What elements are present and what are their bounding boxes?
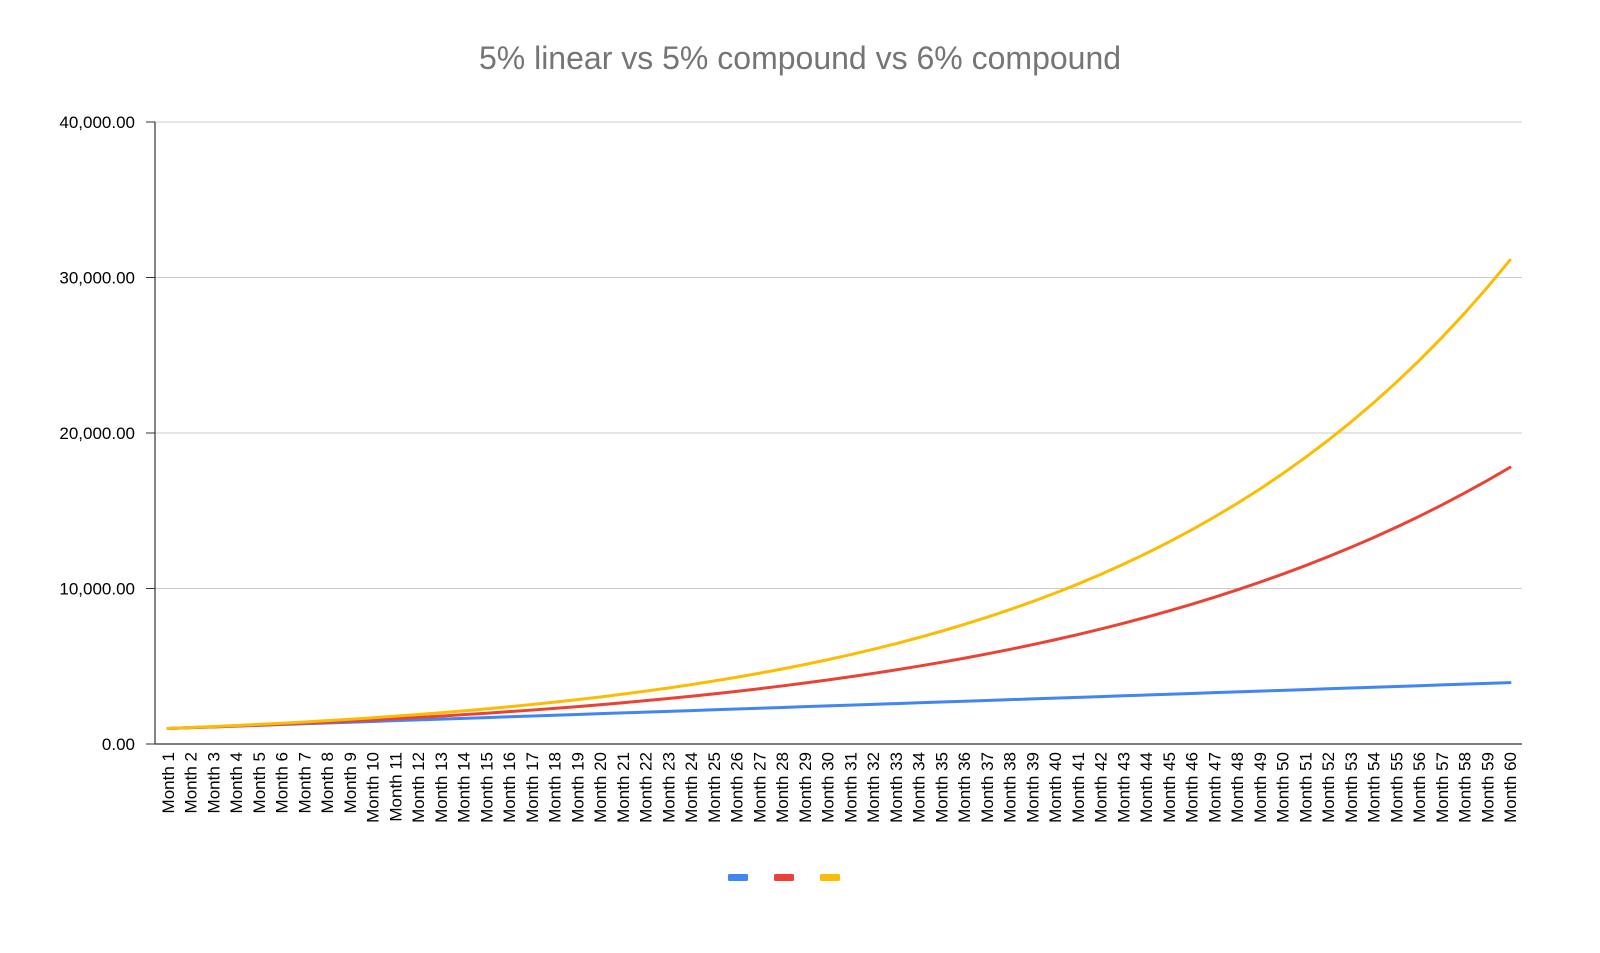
x-tick-label: Month 4: [227, 752, 246, 813]
x-tick-label: Month 26: [728, 752, 747, 823]
x-tick-label: Month 23: [659, 752, 678, 823]
x-tick-label: Month 21: [614, 752, 633, 823]
x-tick-label: Month 43: [1114, 752, 1133, 823]
x-tick-label: Month 16: [500, 752, 519, 823]
x-tick-label: Month 31: [841, 752, 860, 823]
x-tick-label: Month 25: [705, 752, 724, 823]
x-tick-label: Month 46: [1183, 752, 1202, 823]
y-tick-label: 40,000.00: [59, 113, 135, 132]
x-tick-label: Month 59: [1478, 752, 1497, 823]
x-tick-label: Month 30: [819, 752, 838, 823]
x-tick-label: Month 49: [1251, 752, 1270, 823]
x-tick-label: Month 39: [1023, 752, 1042, 823]
x-tick-label: Month 36: [955, 752, 974, 823]
x-tick-label: Month 53: [1342, 752, 1361, 823]
x-tick-label: Month 48: [1228, 752, 1247, 823]
x-tick-label: Month 57: [1433, 752, 1452, 823]
series-line-1: [166, 681, 1512, 730]
legend-swatch-3: [820, 874, 840, 881]
x-tick-label: Month 18: [546, 752, 565, 823]
x-tick-label: Month 32: [864, 752, 883, 823]
chart-title: 5% linear vs 5% compound vs 6% compound: [478, 40, 1122, 76]
x-tick-label: Month 24: [682, 752, 701, 823]
y-tick-label: 30,000.00: [59, 269, 135, 288]
x-tick-label: Month 9: [341, 752, 360, 813]
legend-swatch-1: [728, 874, 748, 881]
x-tick-label: Month 55: [1387, 752, 1406, 823]
x-tick-label: Month 17: [523, 752, 542, 823]
x-tick-label: Month 27: [750, 752, 769, 823]
x-tick-label: Month 34: [910, 752, 929, 823]
x-tick-label: Month 35: [932, 752, 951, 823]
x-tick-label: Month 56: [1410, 752, 1429, 823]
series-line-3: [166, 258, 1512, 730]
x-tick-label: Month 44: [1137, 752, 1156, 823]
x-tick-label: Month 37: [978, 752, 997, 823]
x-tick-label: Month 13: [432, 752, 451, 823]
x-tick-label: Month 20: [591, 752, 610, 823]
x-tick-label: Month 40: [1046, 752, 1065, 823]
x-tick-label: Month 33: [887, 752, 906, 823]
x-tick-label: Month 15: [477, 752, 496, 823]
series-line-2: [166, 465, 1512, 730]
x-tick-label: Month 6: [273, 752, 292, 813]
x-tick-label: Month 5: [250, 752, 269, 813]
x-tick-label: Month 51: [1296, 752, 1315, 823]
x-tick-label: Month 29: [796, 752, 815, 823]
x-tick-label: Month 12: [409, 752, 428, 823]
x-tick-label: Month 1: [159, 752, 178, 813]
x-tick-label: Month 58: [1456, 752, 1475, 823]
x-tick-label: Month 8: [318, 752, 337, 813]
y-tick-label: 0.00: [102, 735, 135, 754]
x-tick-label: Month 54: [1365, 752, 1384, 823]
x-tick-label: Month 52: [1319, 752, 1338, 823]
x-tick-label: Month 14: [455, 752, 474, 823]
x-tick-label: Month 47: [1205, 752, 1224, 823]
x-tick-label: Month 22: [637, 752, 656, 823]
x-tick-label: Month 2: [182, 752, 201, 813]
x-tick-label: Month 42: [1092, 752, 1111, 823]
x-tick-label: Month 41: [1069, 752, 1088, 823]
x-tick-label: Month 28: [773, 752, 792, 823]
x-tick-label: Month 38: [1001, 752, 1020, 823]
x-tick-label: Month 60: [1501, 752, 1520, 823]
x-tick-label: Month 10: [364, 752, 383, 823]
y-tick-label: 20,000.00: [59, 424, 135, 443]
x-tick-label: Month 7: [295, 752, 314, 813]
x-tick-label: Month 45: [1160, 752, 1179, 823]
x-tick-label: Month 50: [1274, 752, 1293, 823]
x-tick-label: Month 11: [386, 752, 405, 822]
x-tick-label: Month 19: [568, 752, 587, 823]
x-tick-label: Month 3: [204, 752, 223, 813]
legend-swatch-2: [774, 874, 794, 881]
y-tick-label: 10,000.00: [59, 580, 135, 599]
